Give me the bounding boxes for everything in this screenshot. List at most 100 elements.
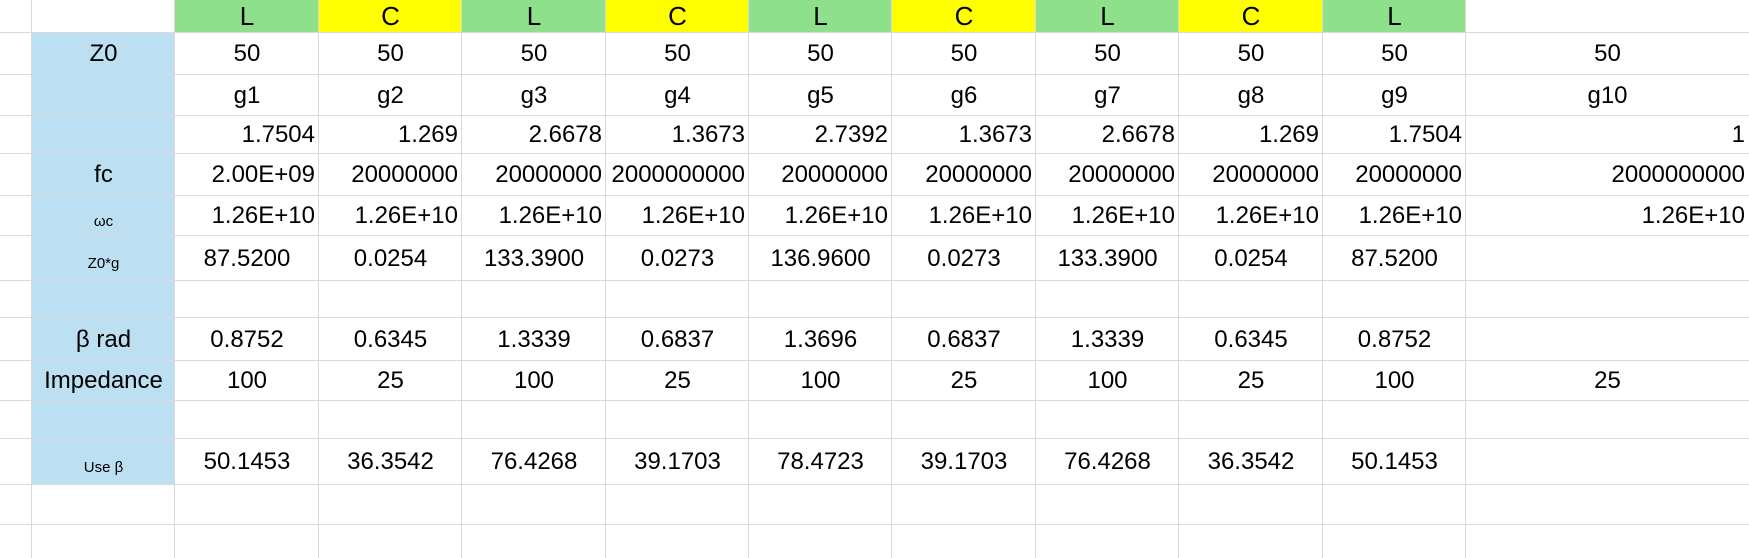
row-label-5[interactable]: ωc bbox=[93, 212, 114, 230]
cell-r3-c6[interactable]: 1.3673 bbox=[958, 121, 1032, 148]
cell-r6-c8[interactable]: 0.0254 bbox=[1214, 244, 1288, 272]
header-cell-8[interactable]: C bbox=[1241, 1, 1261, 31]
cell-r9-c2[interactable]: 25 bbox=[377, 367, 404, 394]
cell-r3-c2[interactable]: 1.269 bbox=[397, 121, 458, 148]
row-label-10[interactable] bbox=[32, 401, 175, 439]
cell-r7-c5[interactable] bbox=[749, 281, 892, 318]
cell-r3-c1[interactable]: 1.7504 bbox=[241, 121, 315, 148]
cell-r4-c6[interactable]: 20000000 bbox=[925, 161, 1032, 188]
cell-r7-c2[interactable] bbox=[319, 281, 462, 318]
row-label-7[interactable] bbox=[32, 281, 175, 318]
cell-r9-c4[interactable]: 25 bbox=[664, 367, 691, 394]
cell-r3-c9[interactable]: 1.7504 bbox=[1388, 121, 1462, 148]
cell-r9-c9[interactable]: 100 bbox=[1374, 367, 1415, 394]
cell-r2-c5[interactable]: g5 bbox=[807, 81, 834, 109]
cell-r1-c10[interactable]: 50 bbox=[1594, 40, 1621, 67]
header-cell-3[interactable]: L bbox=[526, 1, 542, 31]
row-label-2[interactable] bbox=[32, 75, 175, 116]
row-label-1[interactable]: Z0 bbox=[89, 40, 118, 67]
cell-r1-c1[interactable]: 50 bbox=[233, 40, 261, 67]
cell-r7-c10[interactable] bbox=[1466, 281, 1749, 318]
cell-r8-c7[interactable]: 1.3339 bbox=[1070, 325, 1145, 353]
cell-r9-c10[interactable]: 25 bbox=[1594, 367, 1621, 394]
cell-r11-c5[interactable]: 78.4723 bbox=[777, 448, 864, 475]
cell-r10-c3[interactable] bbox=[462, 401, 606, 439]
cell-r10-c5[interactable] bbox=[749, 401, 892, 439]
cell-r6-c3[interactable]: 133.3900 bbox=[483, 244, 585, 272]
cell-r9-c8[interactable]: 25 bbox=[1237, 367, 1265, 394]
header-cell-2[interactable]: C bbox=[381, 1, 400, 31]
cell-r5-c8[interactable]: 1.26E+10 bbox=[1215, 202, 1319, 229]
cell-r4-c2[interactable]: 20000000 bbox=[351, 161, 458, 188]
cell-r5-c7[interactable]: 1.26E+10 bbox=[1071, 202, 1175, 229]
cell-r2-c6[interactable]: g6 bbox=[950, 81, 978, 109]
cell-r6-c5[interactable]: 136.9600 bbox=[770, 244, 871, 272]
cell-r3-c4[interactable]: 1.3673 bbox=[671, 121, 745, 148]
cell-r6-c9[interactable]: 87.5200 bbox=[1351, 244, 1438, 272]
cell-r8-c5[interactable]: 1.3696 bbox=[783, 325, 858, 353]
cell-r4-c8[interactable]: 20000000 bbox=[1212, 161, 1319, 188]
cell-r6-c7[interactable]: 133.3900 bbox=[1057, 244, 1158, 272]
cell-r6-c1[interactable]: 87.5200 bbox=[203, 244, 291, 272]
cell-r5-c1[interactable]: 1.26E+10 bbox=[211, 202, 315, 229]
header-cell-5[interactable]: L bbox=[813, 1, 828, 31]
cell-r10-c7[interactable] bbox=[1036, 401, 1179, 439]
cell-r3-c5[interactable]: 2.7392 bbox=[814, 121, 888, 148]
cell-r5-c3[interactable]: 1.26E+10 bbox=[498, 202, 602, 229]
cell-r2-c3[interactable]: g3 bbox=[520, 81, 548, 109]
header-cell-10[interactable] bbox=[1466, 0, 1749, 33]
cell-r5-c5[interactable]: 1.26E+10 bbox=[784, 202, 888, 229]
cell-r9-c7[interactable]: 100 bbox=[1087, 367, 1128, 394]
cell-r1-c4[interactable]: 50 bbox=[664, 40, 691, 67]
cell-r4-c5[interactable]: 20000000 bbox=[781, 161, 888, 188]
cell-r11-c6[interactable]: 39.1703 bbox=[920, 448, 1008, 475]
cell-r8-c9[interactable]: 0.8752 bbox=[1357, 325, 1432, 353]
cell-r1-c8[interactable]: 50 bbox=[1237, 40, 1265, 67]
cell-r1-c7[interactable]: 50 bbox=[1094, 40, 1121, 67]
cell-r4-c4[interactable]: 2000000000 bbox=[611, 161, 745, 188]
header-cell-9[interactable]: L bbox=[1387, 1, 1402, 31]
cell-r9-c1[interactable]: 100 bbox=[226, 367, 268, 394]
cell-r10-c4[interactable] bbox=[606, 401, 749, 439]
cell-r5-c4[interactable]: 1.26E+10 bbox=[641, 202, 745, 229]
cell-r2-c9[interactable]: g9 bbox=[1381, 81, 1408, 109]
row-label-11[interactable]: Use β bbox=[83, 458, 124, 476]
header-cell-1[interactable]: L bbox=[239, 1, 255, 31]
cell-r10-c2[interactable] bbox=[319, 401, 462, 439]
cell-r4-c3[interactable]: 20000000 bbox=[495, 161, 602, 188]
cell-r6-c2[interactable]: 0.0254 bbox=[353, 244, 428, 272]
cell-r11-c4[interactable]: 39.1703 bbox=[634, 448, 721, 475]
cell-r11-c2[interactable]: 36.3542 bbox=[347, 448, 434, 475]
cell-r11-c1[interactable]: 50.1453 bbox=[203, 448, 291, 475]
cell-r4-c1[interactable]: 2.00E+09 bbox=[211, 161, 315, 188]
cell-r9-c3[interactable]: 100 bbox=[513, 367, 555, 394]
cell-r11-c3[interactable]: 76.4268 bbox=[490, 448, 578, 475]
cell-r5-c10[interactable]: 1.26E+10 bbox=[1641, 202, 1745, 229]
cell-r8-c8[interactable]: 0.6345 bbox=[1214, 325, 1288, 353]
cell-r7-c1[interactable] bbox=[175, 281, 319, 318]
cell-r7-c8[interactable] bbox=[1179, 281, 1323, 318]
header-cell-7[interactable]: L bbox=[1100, 1, 1115, 31]
cell-r1-c6[interactable]: 50 bbox=[950, 40, 978, 67]
cell-r5-c6[interactable]: 1.26E+10 bbox=[928, 202, 1032, 229]
cell-r2-c7[interactable]: g7 bbox=[1094, 81, 1121, 109]
cell-r10-c8[interactable] bbox=[1179, 401, 1323, 439]
cell-r5-c9[interactable]: 1.26E+10 bbox=[1358, 202, 1462, 229]
cell-r6-c4[interactable]: 0.0273 bbox=[640, 244, 715, 272]
cell-r3-c8[interactable]: 1.269 bbox=[1258, 121, 1319, 148]
cell-r4-c7[interactable]: 20000000 bbox=[1068, 161, 1175, 188]
cell-r2-c1[interactable]: g1 bbox=[233, 81, 261, 109]
row-label-9[interactable]: Impedance bbox=[44, 367, 163, 394]
cell-r2-c10[interactable]: g10 bbox=[1587, 81, 1628, 109]
cell-r3-c10[interactable]: 1 bbox=[1731, 121, 1745, 148]
cell-r8-c1[interactable]: 0.8752 bbox=[210, 325, 284, 353]
cell-r8-c2[interactable]: 0.6345 bbox=[353, 325, 428, 353]
cell-r8-c6[interactable]: 0.6837 bbox=[927, 325, 1001, 353]
cell-r10-c1[interactable] bbox=[175, 401, 319, 439]
cell-r1-c5[interactable]: 50 bbox=[807, 40, 834, 67]
cell-r9-c6[interactable]: 25 bbox=[950, 367, 978, 394]
cell-r7-c9[interactable] bbox=[1323, 281, 1466, 318]
cell-r7-c3[interactable] bbox=[462, 281, 606, 318]
header-cell-4[interactable]: C bbox=[668, 1, 687, 31]
cell-r10-c10[interactable] bbox=[1466, 401, 1749, 439]
